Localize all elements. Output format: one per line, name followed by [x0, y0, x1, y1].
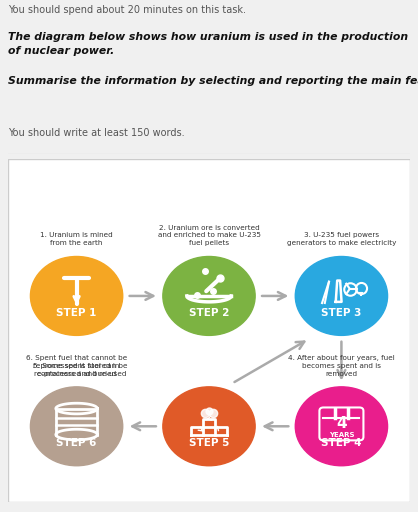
- Text: 2. Uranium ore is converted
and enriched to make U-235
fuel pellets: 2. Uranium ore is converted and enriched…: [158, 225, 260, 246]
- Text: 4. After about four years, fuel
becomes spent and is
removed: 4. After about four years, fuel becomes …: [288, 355, 395, 376]
- Text: STEP 5: STEP 5: [189, 438, 229, 448]
- Text: 5. Some spent fuel can be
re-processed and re-used: 5. Some spent fuel can be re-processed a…: [33, 363, 128, 376]
- Text: YEARS: YEARS: [329, 432, 354, 438]
- Text: STEP 3: STEP 3: [321, 308, 362, 317]
- Text: 4: 4: [336, 416, 347, 432]
- Circle shape: [295, 257, 387, 335]
- Circle shape: [31, 387, 123, 466]
- Circle shape: [163, 257, 255, 335]
- Text: Summarise the information by selecting and reporting the main features, and make: Summarise the information by selecting a…: [8, 76, 418, 87]
- Text: STEP 2: STEP 2: [189, 308, 229, 317]
- Text: You should write at least 150 words.: You should write at least 150 words.: [8, 129, 185, 138]
- Text: The diagram below shows how uranium is used in the production of nuclear power.: The diagram below shows how uranium is u…: [8, 32, 408, 56]
- Text: 1. Uranium is mined
from the earth: 1. Uranium is mined from the earth: [40, 232, 113, 246]
- Text: 6. Spent fuel that cannot be
reprocessed is stored in
containers and buried: 6. Spent fuel that cannot be reprocessed…: [26, 355, 127, 376]
- Circle shape: [295, 387, 387, 466]
- Text: 3. U-235 fuel powers
generators to make electricity: 3. U-235 fuel powers generators to make …: [287, 232, 396, 246]
- Text: You should spend about 20 minutes on this task.: You should spend about 20 minutes on thi…: [8, 5, 246, 15]
- Text: STEP 6: STEP 6: [56, 438, 97, 448]
- Text: STEP 1: STEP 1: [56, 308, 97, 317]
- Circle shape: [163, 387, 255, 466]
- Text: STEP 4: STEP 4: [321, 438, 362, 448]
- Circle shape: [31, 257, 123, 335]
